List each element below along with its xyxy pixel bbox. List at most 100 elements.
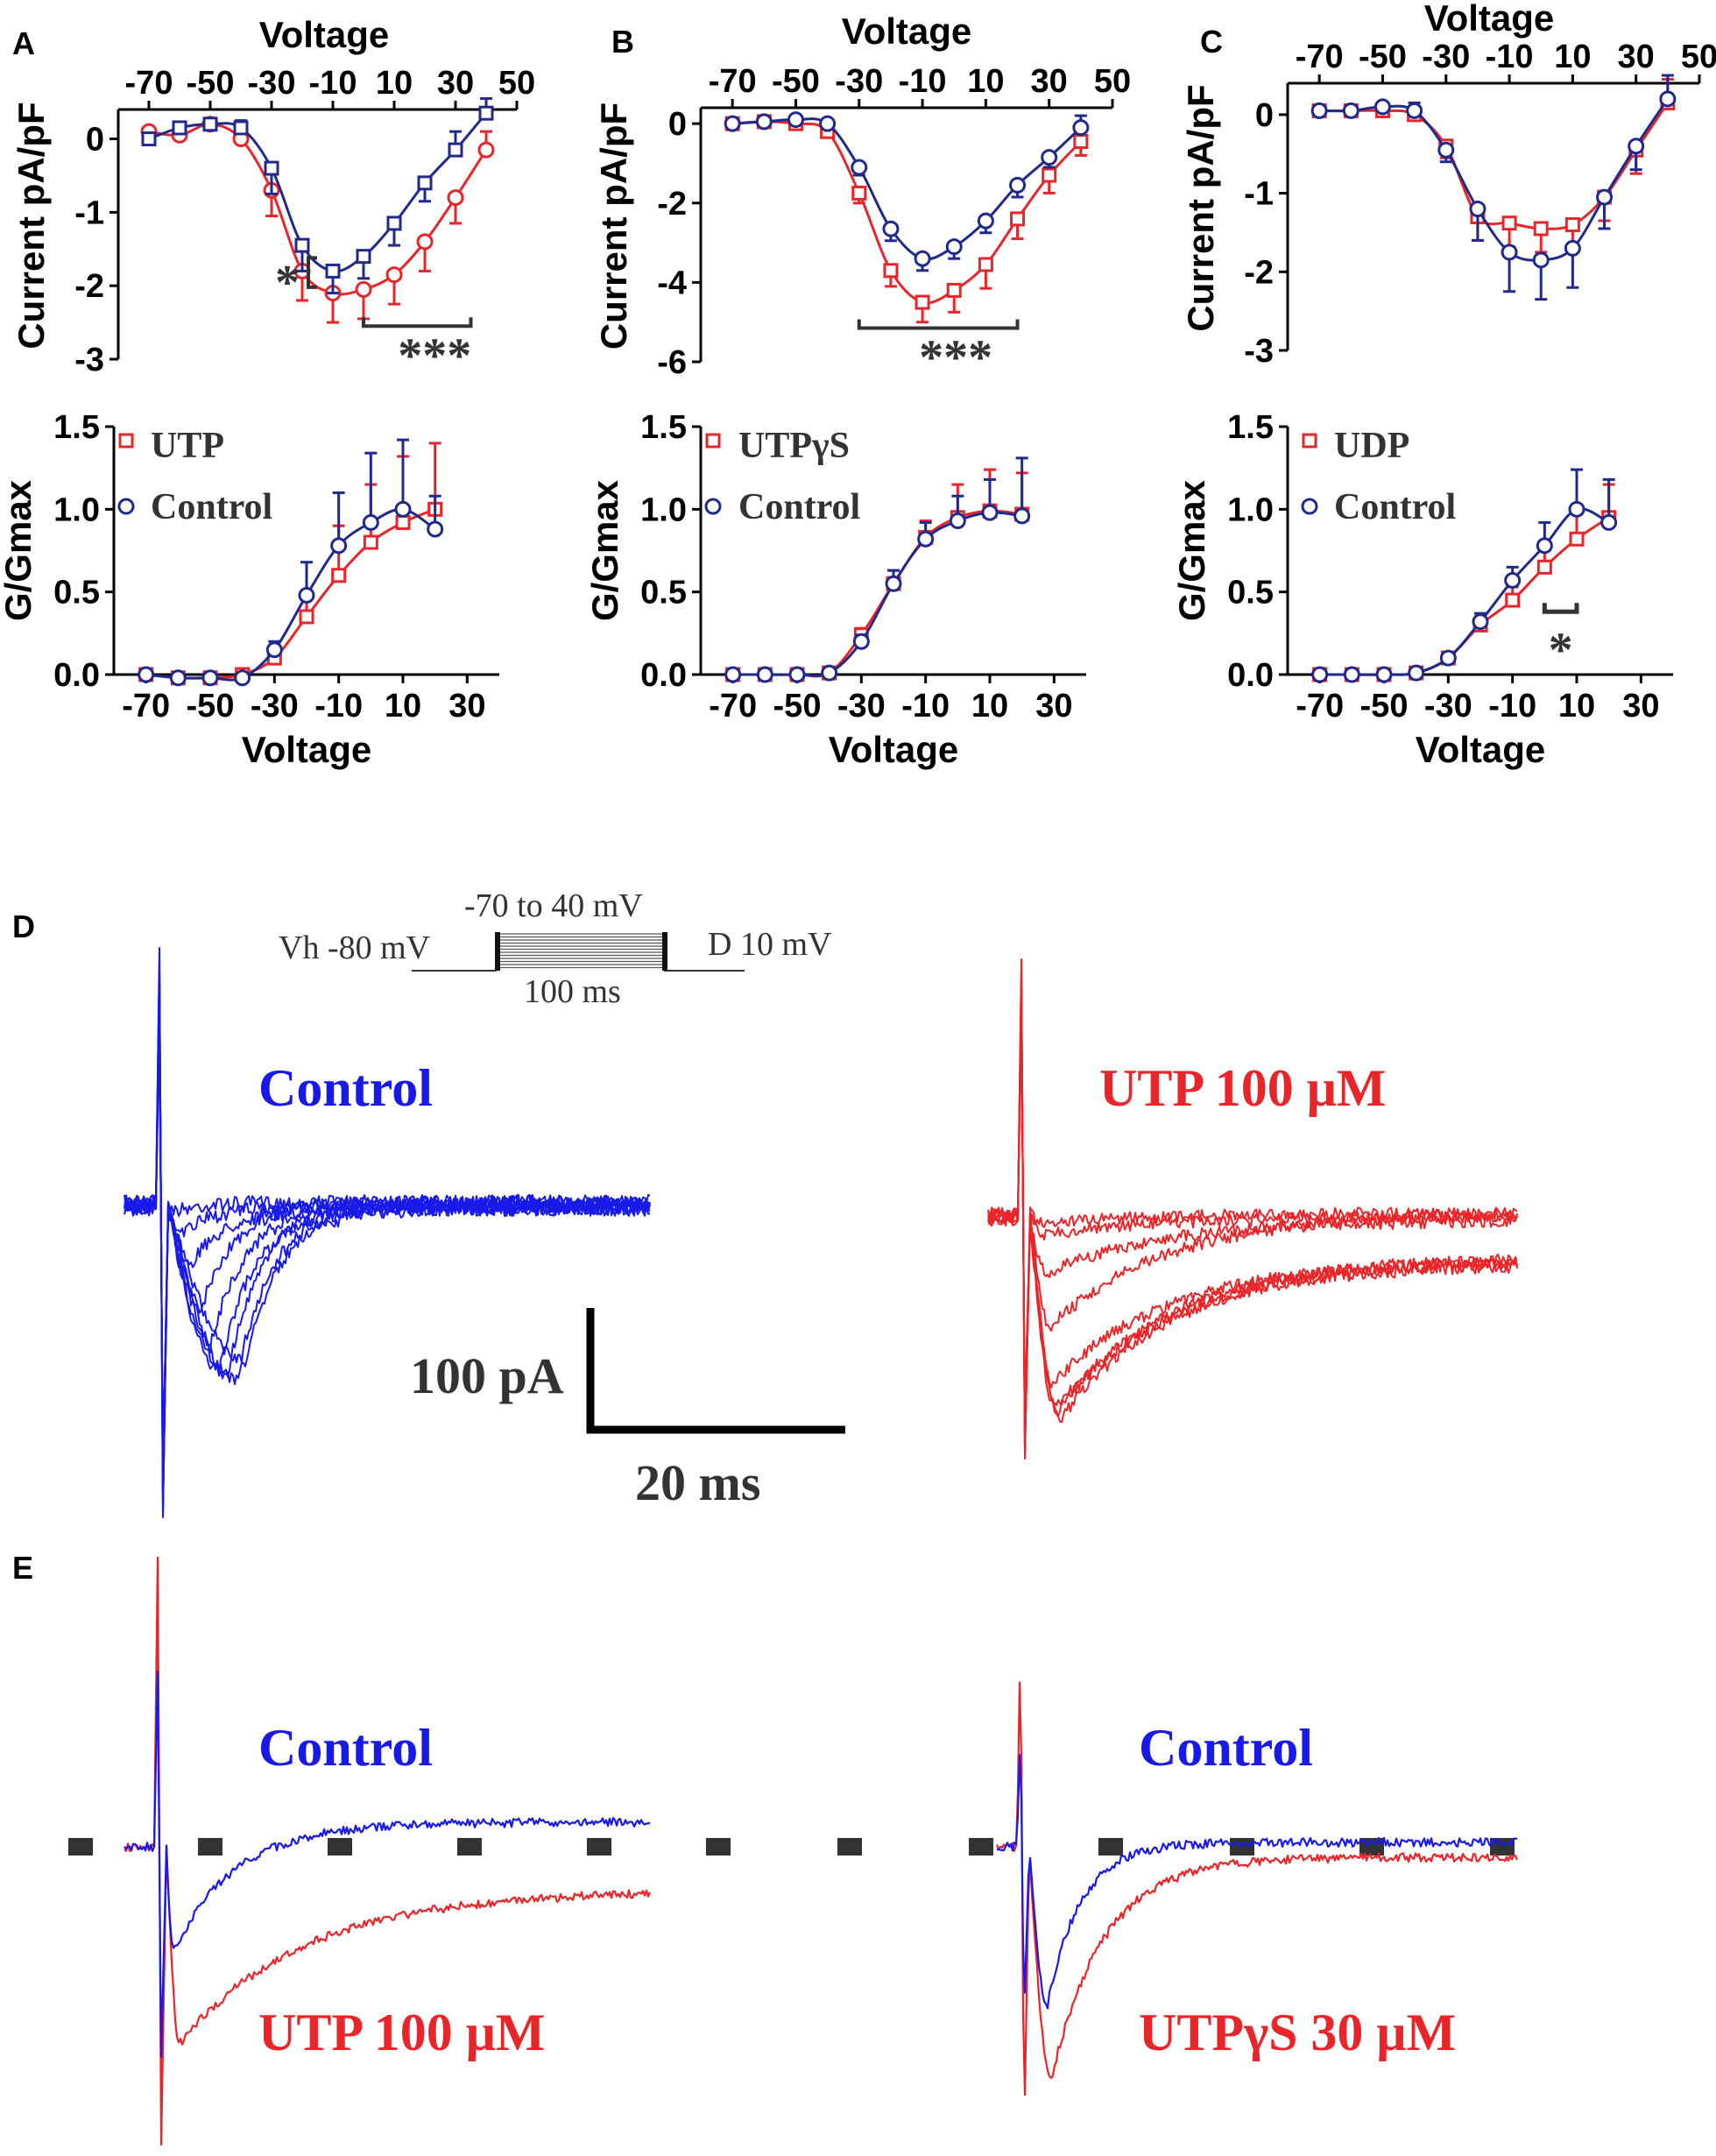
c-iv-series-red-point <box>1533 221 1549 237</box>
a-iv-significance-label: * <box>275 256 300 310</box>
legend-a-control-label: Control <box>151 487 272 527</box>
c-g-y-tick-label: 1.0 <box>1227 491 1274 528</box>
trace-e-right-control <box>997 1753 1518 2010</box>
trace-e-right-control-label: Control <box>1139 1719 1313 1777</box>
b-g-series-navy-point <box>724 666 742 683</box>
a-iv-series-navy-point <box>202 117 218 132</box>
b-g-x-tick-label: -30 <box>837 688 886 725</box>
a-iv-y-axis-label: Current pA/pF <box>11 102 52 349</box>
a-g-series-navy-point <box>138 666 155 683</box>
protocol-step-on <box>495 932 500 971</box>
b-iv-series-navy-point <box>1009 176 1027 194</box>
c-iv-series-navy-point <box>1374 98 1391 116</box>
a-g-x-tick-label: 10 <box>385 688 421 725</box>
b-iv-series-navy-point <box>1041 149 1058 166</box>
baseline-dash <box>68 1838 93 1856</box>
c-iv-y-tick-label: -3 <box>1244 333 1274 370</box>
b-iv-x-tick-label: 30 <box>1031 63 1068 100</box>
c-g-series-navy-point <box>1504 571 1522 589</box>
a-iv-y-tick-label: 0 <box>86 122 104 159</box>
a-g-series-red-line <box>145 507 436 680</box>
chart-a-conductance: -70 -50 -30 -10 10 30 0.0 0.5 1.0 1.5 Voltage G/Gma… <box>0 409 499 770</box>
trace-d-control <box>124 1000 651 1476</box>
a-iv-x-tick-label: 10 <box>376 65 413 102</box>
c-iv-series-navy-point <box>1310 102 1328 119</box>
a-iv-significance-bracket <box>307 256 317 289</box>
a-iv-series-red-point <box>416 233 434 251</box>
c-g-x-axis-label: Voltage <box>1416 729 1546 770</box>
b-iv-series-navy-point <box>851 159 868 176</box>
a-g-x-tick-label: -30 <box>251 688 299 725</box>
a-iv-x-tick-label: 30 <box>437 65 474 102</box>
c-iv-x-tick-label: -50 <box>1359 39 1407 75</box>
trace-d-control <box>124 947 651 1518</box>
a-g-x-tick-label: -10 <box>314 688 363 725</box>
a-g-series-navy-point <box>298 586 315 604</box>
c-g-series-navy-point <box>1568 500 1585 518</box>
c-iv-series-navy-point <box>1659 90 1677 108</box>
b-iv-x-tick-label: 10 <box>967 63 1004 100</box>
b-g-x-tick-label: -10 <box>901 688 950 725</box>
b-iv-series-red-point <box>1073 134 1089 150</box>
c-g-x-tick-label: 10 <box>1558 688 1595 725</box>
c-iv-series-red-line <box>1319 102 1670 230</box>
protocol-waveform <box>412 932 745 972</box>
a-g-series-red-point <box>331 568 347 583</box>
a-g-series-navy-point <box>265 641 283 659</box>
c-g-series-red-point <box>1505 592 1521 608</box>
legend-b-control-label: Control <box>738 487 860 527</box>
a-iv-significance-bracket <box>362 317 473 329</box>
a-iv-series-red-point <box>477 141 495 159</box>
c-iv-series-navy-point <box>1406 102 1423 119</box>
c-g-series-red-point <box>1569 531 1585 547</box>
c-g-x-tick-label: -30 <box>1424 688 1472 725</box>
a-iv-series-red-point <box>385 266 403 284</box>
a-iv-x-tick-label: -30 <box>248 65 296 102</box>
a-iv-series-navy-point <box>233 120 249 136</box>
a-g-y-tick-label: 1.5 <box>53 409 100 446</box>
b-iv-series-navy-line <box>732 117 1082 261</box>
b-iv-series-navy-point <box>787 111 804 129</box>
c-iv-x-tick-label: 50 <box>1681 39 1716 75</box>
c-g-y-axis-label: G/Gmax <box>1171 479 1212 621</box>
a-iv-x-tick-label: -70 <box>125 65 173 102</box>
b-iv-series-red-point <box>851 185 867 201</box>
b-iv-series-navy-point <box>724 115 741 132</box>
trace-d-utp <box>987 990 1518 1435</box>
a-iv-x-tick-label: 50 <box>498 65 535 102</box>
b-iv-series-red-point <box>883 263 899 279</box>
panel-label-b: B <box>611 24 634 60</box>
legend-a: UTP Control <box>117 426 272 527</box>
c-iv-series-navy-point <box>1469 201 1486 218</box>
c-iv-series-red-point <box>1501 216 1517 231</box>
legend-b: UTPγS Control <box>704 426 860 527</box>
baseline-dashes <box>68 1838 1515 1856</box>
trace-d-utp <box>987 969 1518 1456</box>
c-iv-x-tick-label: -30 <box>1422 39 1470 75</box>
a-g-series-navy-point <box>330 537 348 555</box>
baseline-dash <box>969 1838 993 1856</box>
a-g-series-navy-point <box>201 669 219 687</box>
legend-b-treatment-label: UTPγS <box>738 426 850 466</box>
c-g-series-navy-point <box>1408 664 1425 682</box>
a-g-series-navy-point <box>427 520 444 538</box>
chart-c-conductance: -70 -50 -30 -10 10 30 0.0 0.5 1.0 1.5 Voltage G/Gma… <box>1171 409 1673 770</box>
trace-d-control <box>124 972 651 1511</box>
panel-label-d: D <box>12 908 35 944</box>
panel-label-a: A <box>12 25 35 61</box>
b-g-x-tick-label: 30 <box>1035 688 1072 725</box>
c-iv-series-navy-point <box>1532 251 1550 269</box>
chart-b-current-voltage: -70 -50 -30 -10 10 30 50 0 -2 -4 -6 Voltage Current … <box>593 11 1131 385</box>
b-g-series-navy-point <box>981 504 999 521</box>
c-iv-series-navy-point <box>1342 102 1359 119</box>
c-g-x-tick-label: -70 <box>1296 688 1344 725</box>
a-iv-y-tick-label: -2 <box>74 268 104 305</box>
a-iv-series-navy-point <box>325 263 341 279</box>
b-iv-x-tick-label: 50 <box>1094 63 1131 100</box>
trace-d-control-label: Control <box>258 1059 433 1117</box>
c-g-x-tick-label: 30 <box>1622 688 1659 725</box>
b-iv-series-red-point <box>914 294 930 310</box>
legend-b-treatment-marker <box>705 433 721 449</box>
b-g-series-navy-point <box>788 666 806 683</box>
